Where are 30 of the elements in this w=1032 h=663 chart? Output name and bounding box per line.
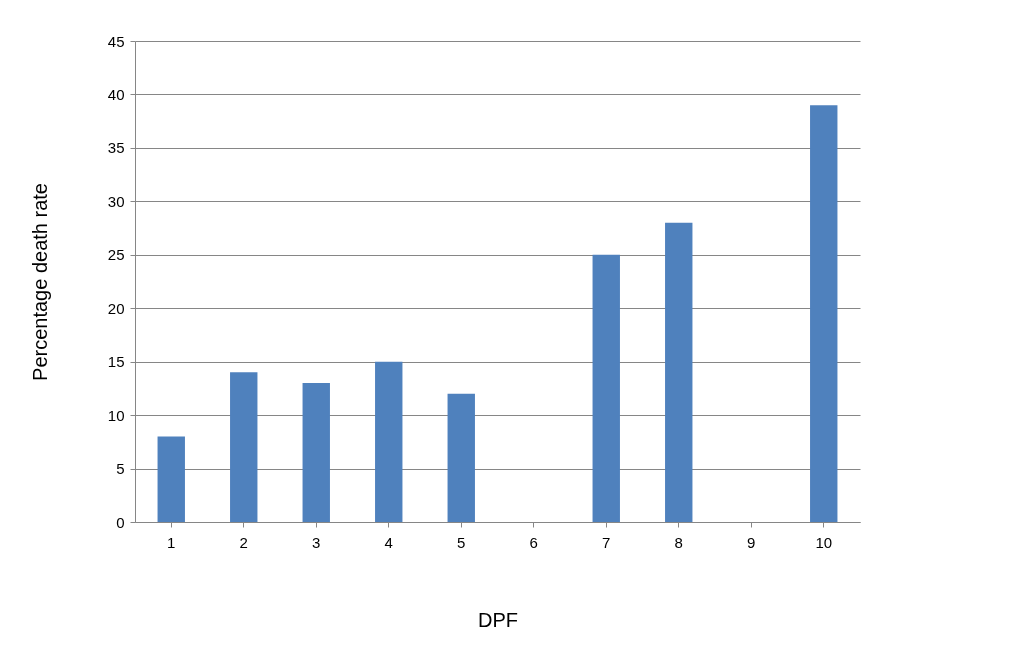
x-tick-label: 2: [239, 533, 248, 551]
bar: [157, 436, 185, 522]
y-tick-label: 35: [107, 139, 125, 157]
bar: [375, 361, 403, 522]
y-tick-label: 40: [107, 85, 125, 103]
y-tick-label: 0: [116, 513, 125, 531]
bar: [447, 393, 475, 522]
y-tick-label: 45: [107, 32, 125, 50]
bar: [665, 222, 693, 522]
y-tick-label: 15: [107, 353, 125, 371]
x-tick-label: 7: [602, 533, 611, 551]
x-tick-label: 4: [384, 533, 393, 551]
y-tick-label: 20: [107, 299, 125, 317]
y-tick-label: 10: [107, 406, 125, 424]
x-tick-label: 1: [167, 533, 176, 551]
bar: [592, 254, 620, 522]
x-tick-label: 9: [747, 533, 756, 551]
x-tick-label: 5: [457, 533, 466, 551]
bar: [810, 105, 838, 522]
bar: [230, 372, 258, 522]
y-tick-label: 25: [107, 246, 125, 264]
x-tick-label: 6: [529, 533, 538, 551]
x-tick-label: 10: [815, 533, 833, 551]
y-axis-title: Percentage death rate: [28, 183, 51, 381]
x-tick-label: 8: [674, 533, 683, 551]
y-tick-label: 5: [116, 460, 125, 478]
x-axis-title: DPF: [478, 608, 518, 631]
bar: [302, 383, 330, 522]
x-tick-label: 3: [312, 533, 321, 551]
y-tick-label: 30: [107, 192, 125, 210]
